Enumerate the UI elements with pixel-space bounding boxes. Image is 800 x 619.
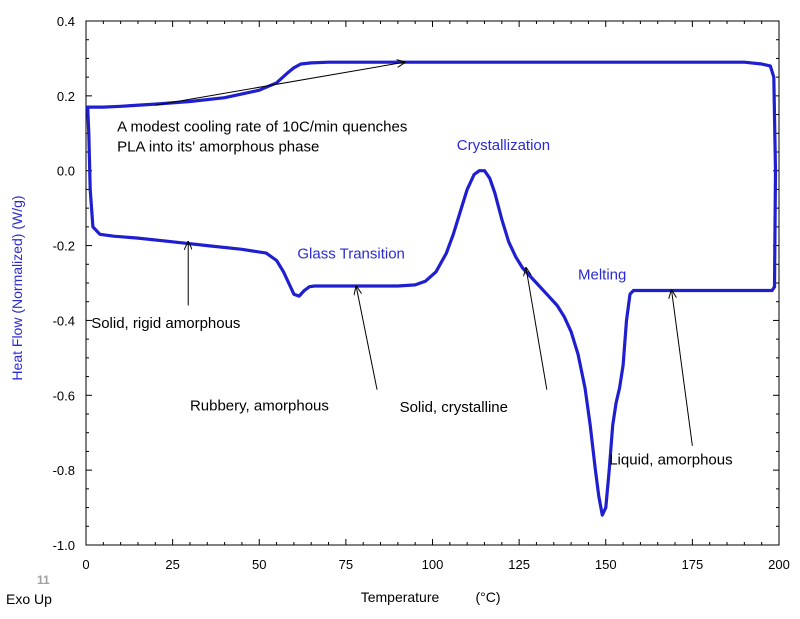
slide-number: 11 (37, 573, 50, 587)
annotation-text: A modest cooling rate of 10C/min quenche… (117, 118, 407, 135)
y-tick-label: -0.8 (53, 463, 75, 478)
data-layer (86, 60, 778, 517)
exo-up-label: Exo Up (6, 591, 52, 607)
annotation-text: Solid, crystalline (400, 399, 508, 416)
y-tick-label: -0.4 (53, 313, 75, 328)
y-axis-label: Heat Flow (Normalized) (W/g) (9, 195, 25, 380)
region-label: Melting (578, 266, 626, 283)
y-tick-label: 0.2 (57, 89, 75, 104)
annotation-text: PLA into its' amorphous phase (117, 138, 319, 155)
annotation-arrow (672, 290, 693, 446)
x-tick-label: 0 (82, 557, 89, 572)
dsc-curve-segment-1 (86, 105, 777, 517)
x-tick-label: 200 (768, 557, 790, 572)
axes-layer: 0 25 50 75 100 125 150 175 200 0.4 0.2 0.0 -0.2 -0.4 -… (53, 14, 790, 572)
x-tick-label: 100 (422, 557, 444, 572)
region-label: Glass Transition (297, 246, 405, 263)
annotation-text: Solid, rigid amorphous (91, 315, 240, 332)
annotation-layer: Glass Transition Crystallization Melting A … (91, 62, 733, 469)
annotation-arrow (155, 62, 404, 106)
x-tick-label: 50 (252, 557, 266, 572)
y-tick-label: -1.0 (53, 538, 75, 553)
region-label: Crystallization (457, 137, 550, 154)
x-axis-unit: (°C) (475, 589, 500, 605)
x-tick-label: 25 (165, 557, 179, 572)
dsc-curve-segment-2 (86, 60, 778, 289)
x-axis-label: Temperature (361, 589, 440, 605)
annotation-text: Liquid, amorphous (609, 452, 732, 469)
y-tick-label: 0.4 (57, 14, 75, 29)
y-tick-label: -0.6 (53, 388, 75, 403)
x-tick-label: 125 (508, 557, 530, 572)
y-tick-label: -0.2 (53, 239, 75, 254)
annotation-arrow (356, 287, 378, 390)
x-tick-label: 75 (339, 557, 353, 572)
annotation-text: Rubbery, amorphous (190, 397, 329, 414)
annotation-arrow (526, 268, 548, 390)
x-tick-label: 150 (595, 557, 617, 572)
y-tick-label: 0.0 (57, 164, 75, 179)
x-tick-label: 175 (682, 557, 704, 572)
